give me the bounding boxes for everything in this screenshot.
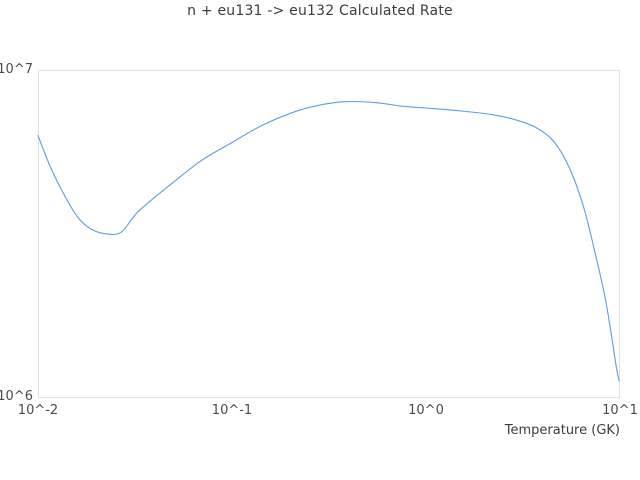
x-axis-title: Temperature (GK) bbox=[504, 423, 620, 438]
rate-curve-line bbox=[37, 100, 620, 382]
x-tick-label: 10^0 bbox=[408, 403, 444, 418]
plot-border bbox=[38, 70, 620, 398]
x-tick-label: 10^-2 bbox=[17, 403, 59, 418]
x-tick-label: 10^-1 bbox=[211, 403, 253, 418]
x-tick-label: 10^1 bbox=[602, 403, 638, 418]
y-tick-label: 10^6 bbox=[0, 389, 33, 404]
chart-title: n + eu131 -> eu132 Calculated Rate bbox=[187, 3, 453, 19]
y-tick-label: 10^7 bbox=[0, 62, 33, 77]
